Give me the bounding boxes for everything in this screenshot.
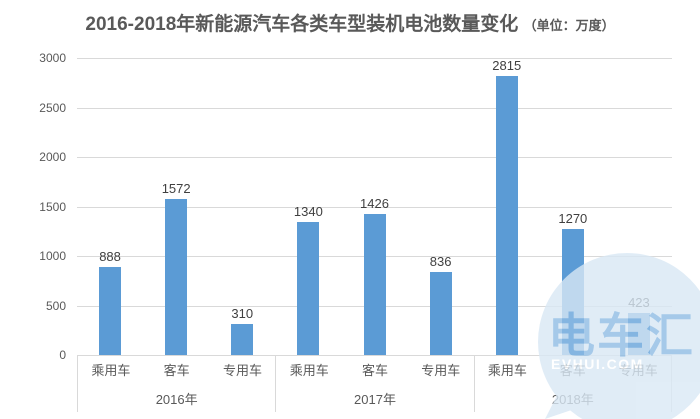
bar bbox=[297, 222, 320, 355]
x-axis-category-row: 乘用车 客车 专用车 bbox=[475, 355, 671, 384]
x-category-label: 客车 bbox=[361, 363, 388, 378]
x-year-label: 2016年 bbox=[155, 391, 198, 407]
x-category-label: 客车 bbox=[163, 363, 190, 378]
bar bbox=[495, 76, 518, 355]
bar-value-label: 310 bbox=[231, 306, 254, 322]
y-axis-tick-label: 2000 bbox=[39, 150, 66, 164]
gridline bbox=[77, 355, 672, 356]
bar bbox=[231, 324, 254, 355]
bar-value-label: 1340 bbox=[293, 204, 323, 220]
y-axis-tick-label: 3000 bbox=[39, 51, 66, 65]
y-axis-tick-label: 2500 bbox=[39, 100, 66, 115]
bar-value-label: 836 bbox=[429, 254, 452, 270]
y-axis-tick-label: 0 bbox=[59, 348, 66, 362]
bar bbox=[627, 313, 650, 355]
y-axis-tick-label: 1000 bbox=[39, 249, 66, 263]
x-category-label: 专用车 bbox=[222, 363, 262, 378]
chart-title-text: 2016-2018年新能源汽车各类车型装机电池数量变化 bbox=[85, 14, 519, 35]
x-axis-category-row: 乘用车 客车 专用车 bbox=[78, 355, 275, 384]
x-year-label: 2018年 bbox=[551, 391, 594, 407]
bar bbox=[363, 213, 386, 355]
x-category-label: 专用车 bbox=[618, 363, 658, 378]
bar-value-label: 1270 bbox=[558, 211, 588, 227]
gridline bbox=[77, 206, 672, 208]
y-axis-tick-label: 500 bbox=[45, 298, 66, 313]
x-axis-group-band: 乘用车 客车 专用车 2018年 bbox=[473, 355, 672, 412]
gridline bbox=[77, 107, 672, 109]
x-category-label: 乘用车 bbox=[289, 363, 329, 378]
gridline bbox=[77, 157, 672, 158]
bar-value-label: 888 bbox=[99, 249, 121, 265]
gridline bbox=[77, 58, 672, 59]
y-axis-tick-label: 1500 bbox=[39, 199, 66, 214]
x-axis-category-row: 乘用车 客车 专用车 bbox=[276, 355, 473, 384]
bar bbox=[429, 272, 452, 355]
x-category-label: 专用车 bbox=[421, 363, 461, 378]
bar-value-label: 1426 bbox=[360, 195, 389, 211]
bar bbox=[165, 199, 188, 355]
bar-value-label: 2815 bbox=[492, 58, 522, 74]
bar bbox=[99, 267, 122, 355]
bar-value-label: 423 bbox=[628, 295, 650, 311]
x-category-label: 乘用车 bbox=[487, 363, 527, 378]
bar-value-label: 1572 bbox=[161, 181, 191, 197]
x-category-label: 客车 bbox=[559, 363, 586, 378]
x-category-label: 乘用车 bbox=[91, 363, 131, 378]
x-axis-group-band: 乘用车 客车 专用车 2016年 bbox=[77, 355, 275, 412]
x-axis-group-band: 乘用车 客车 专用车 2017年 bbox=[275, 355, 473, 412]
bar bbox=[561, 229, 584, 355]
x-year-label: 2017年 bbox=[354, 391, 396, 407]
chart-title: 2016-2018年新能源汽车各类车型装机电池数量变化 （单位：万度） bbox=[40, 10, 660, 40]
chart-unit-label: （单位：万度） bbox=[523, 18, 615, 33]
